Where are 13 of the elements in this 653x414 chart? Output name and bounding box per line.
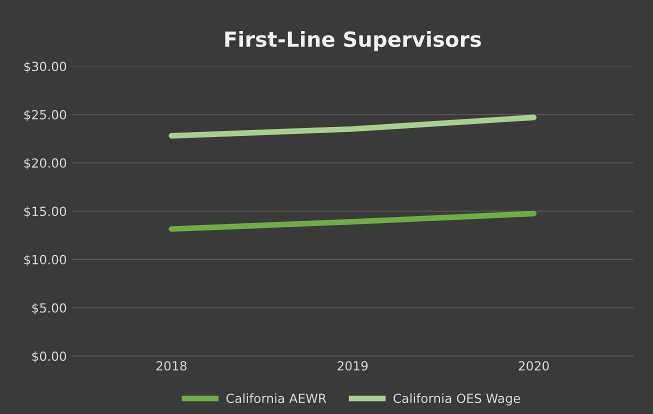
y-tick-label: $10.00 (24, 254, 66, 266)
y-tick-label: $30.00 (24, 61, 66, 73)
y-tick-label: $15.00 (24, 206, 66, 218)
y-tick-label: $0.00 (32, 351, 66, 363)
x-tick-label: 2018 (156, 361, 187, 371)
chart-title: First-Line Supervisors (225, 30, 481, 52)
legend-label: California AEWR (226, 393, 326, 404)
y-tick-label: $20.00 (24, 158, 66, 170)
y-tick-label: $25.00 (24, 110, 66, 122)
x-tick-label: 2020 (518, 361, 549, 371)
legend-label: California OES Wage (394, 393, 520, 406)
x-tick-label: 2019 (338, 361, 368, 371)
y-tick-label: $5.00 (32, 302, 66, 314)
